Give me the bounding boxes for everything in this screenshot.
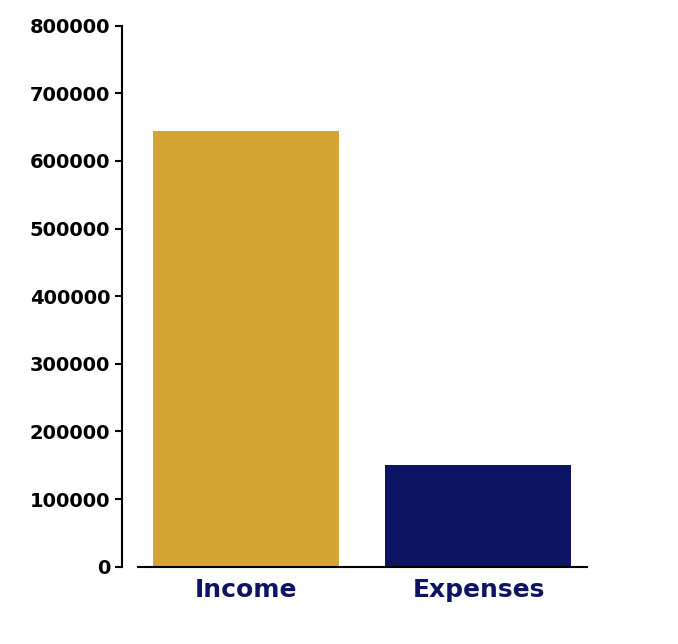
Bar: [386, 465, 572, 567]
Bar: [153, 131, 339, 567]
